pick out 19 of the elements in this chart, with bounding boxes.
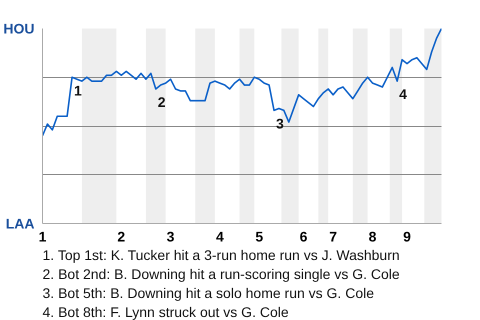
x-tick-label: 7 <box>329 228 338 244</box>
x-tick-label: 1 <box>38 228 47 244</box>
x-tick-label: 2 <box>117 228 126 244</box>
text: 4. Bot 8th: F. Lynn struck out vs G. Cole <box>42 304 289 320</box>
annotation: 4 <box>399 86 408 102</box>
x-tick-label: 9 <box>403 228 412 244</box>
annotation: 1 <box>74 82 82 98</box>
text: 2. Bot 2nd: B. Downing hit a run-scoring single vs G. Cole <box>42 266 400 282</box>
x-tick-label: 4 <box>216 228 224 244</box>
x-tick-label: 6 <box>300 228 308 244</box>
annotation: 3 <box>276 115 284 132</box>
annotation: 2 <box>158 94 166 110</box>
x-tick-label: 5 <box>255 228 264 244</box>
text: LAA <box>6 216 35 232</box>
x-tick-label: 8 <box>368 228 377 244</box>
text: HOU <box>3 20 35 36</box>
text: 3. Bot 5th: B. Downing hit a solo home run vs G. Cole <box>42 285 374 301</box>
text: 1. Top 1st: K. Tucker hit a 3-run home run vs J. Washburn <box>42 247 400 263</box>
x-tick-label: 3 <box>166 228 175 244</box>
